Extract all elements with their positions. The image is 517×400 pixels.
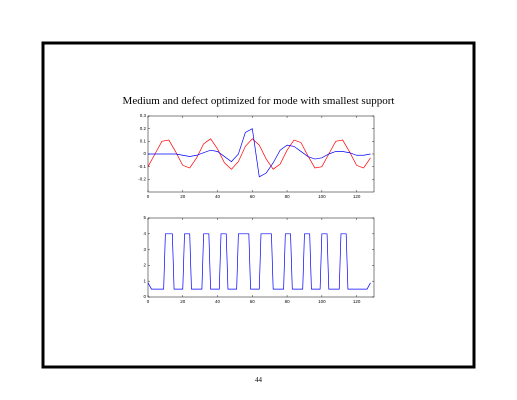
axes-box xyxy=(147,115,375,193)
y-tick-label: 0.2 xyxy=(140,126,147,131)
x-tick-label: 0 xyxy=(147,299,150,304)
slide-title: Medium and defect optimized for mode wit… xyxy=(123,95,395,107)
slide-frame xyxy=(41,41,476,369)
y-tick-label: 4 xyxy=(143,231,146,236)
x-tick-label: 40 xyxy=(215,299,221,304)
page-number: 44 xyxy=(255,376,263,384)
y-tick-label: 5 xyxy=(143,215,146,220)
x-tick-label: 100 xyxy=(318,299,326,304)
y-tick-label: 0 xyxy=(143,151,146,156)
x-tick-label: 20 xyxy=(180,299,186,304)
x-tick-label: 100 xyxy=(318,194,326,199)
y-tick-label: 3 xyxy=(143,247,146,252)
x-tick-label: 20 xyxy=(180,194,186,199)
x-tick-label: 80 xyxy=(285,299,291,304)
x-tick-label: 80 xyxy=(285,194,291,199)
data-line xyxy=(148,128,371,178)
x-tick-label: 60 xyxy=(250,194,256,199)
x-tick-label: 120 xyxy=(353,194,361,199)
y-tick-label: -0.1 xyxy=(138,164,146,169)
axes-box xyxy=(147,217,375,298)
data-line xyxy=(147,233,371,290)
y-tick-label: 1 xyxy=(143,278,146,283)
x-tick-label: 120 xyxy=(353,299,361,304)
y-tick-label: 0.3 xyxy=(140,113,147,118)
y-tick-label: 2 xyxy=(143,263,146,268)
x-tick-label: 60 xyxy=(250,299,256,304)
x-tick-label: 0 xyxy=(147,194,150,199)
y-tick-label: 0.1 xyxy=(140,139,147,144)
y-tick-label: -0.2 xyxy=(138,177,146,182)
y-tick-label: 0 xyxy=(143,294,146,299)
data-line xyxy=(147,138,371,170)
x-tick-label: 40 xyxy=(215,194,221,199)
